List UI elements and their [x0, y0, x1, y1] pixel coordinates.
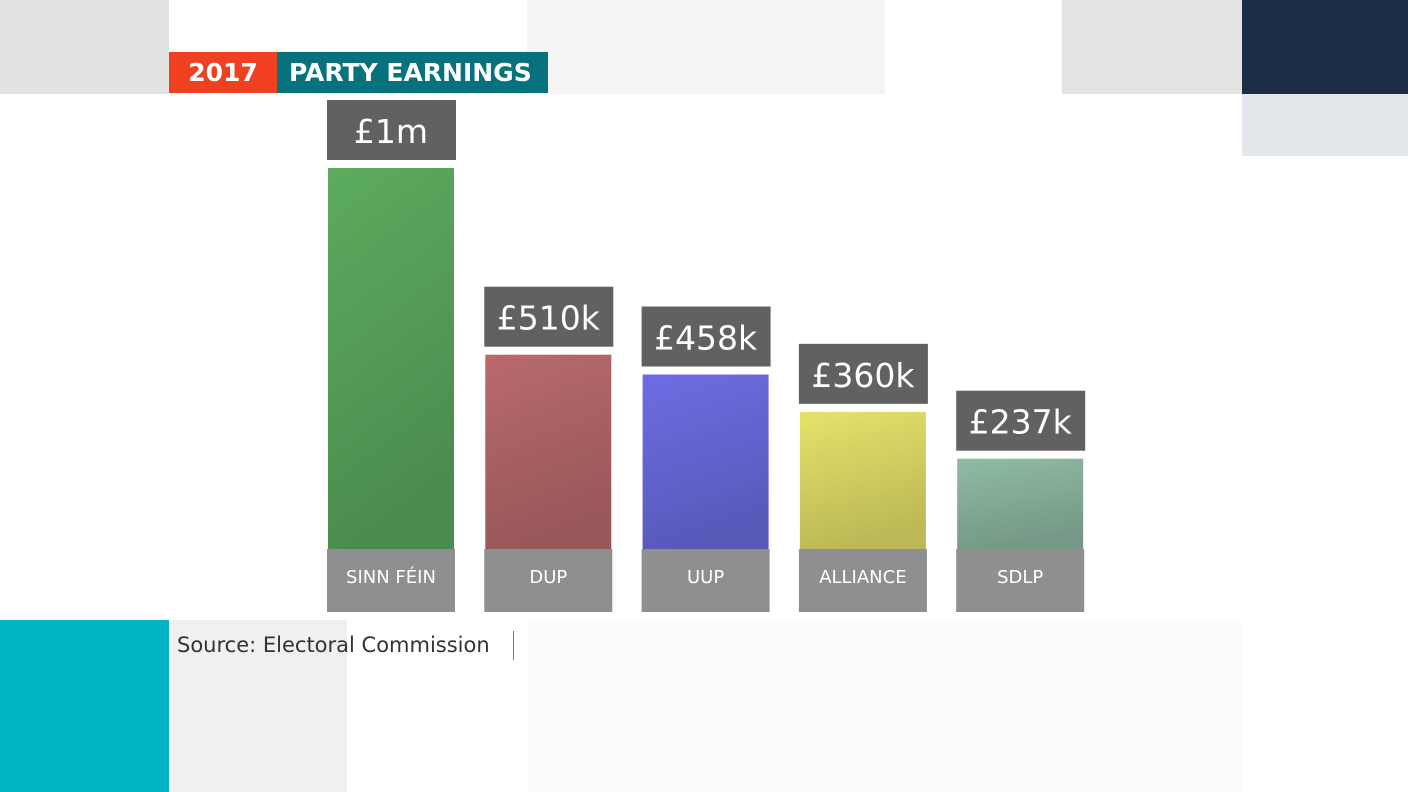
category-label: UUP	[687, 567, 724, 588]
category-label: DUP	[529, 567, 567, 588]
year-badge: 2017	[169, 52, 277, 93]
category-label: ALLIANCE	[819, 567, 906, 588]
category-label-box	[484, 549, 613, 612]
value-label: £1m	[354, 112, 428, 151]
category-label-box	[798, 549, 927, 612]
category-label-box	[641, 549, 770, 612]
category-label: SDLP	[997, 567, 1043, 588]
category-label-box	[956, 549, 1085, 612]
category-label-box	[327, 549, 455, 612]
background-panel	[0, 0, 169, 94]
value-label: £510k	[497, 299, 601, 338]
background-panel-navy	[1242, 0, 1408, 94]
bar	[799, 411, 926, 549]
chart-title-bar: 2017 PARTY EARNINGS	[169, 52, 548, 93]
value-label: £360k	[811, 356, 915, 395]
background-panel-teal	[0, 620, 169, 792]
background-panel	[169, 620, 347, 792]
bar	[485, 354, 612, 549]
value-label-box	[956, 390, 1086, 451]
value-label: £458k	[654, 319, 758, 358]
bar	[328, 168, 454, 549]
chart-title: PARTY EARNINGS	[277, 52, 548, 93]
value-label-box	[798, 343, 928, 404]
value-label-box	[641, 306, 771, 367]
divider	[513, 631, 514, 660]
background-panel	[1242, 94, 1408, 156]
source-note: Source: Electoral Commission	[177, 633, 490, 657]
bar	[642, 374, 769, 549]
background-panel	[1062, 0, 1242, 94]
value-label: £237k	[969, 403, 1073, 442]
value-label-box	[484, 286, 614, 347]
value-label-box	[327, 100, 456, 160]
background-panel	[527, 620, 1242, 792]
category-label: SINN FÉIN	[346, 566, 436, 588]
background-panel	[527, 0, 885, 94]
bar	[957, 458, 1084, 549]
